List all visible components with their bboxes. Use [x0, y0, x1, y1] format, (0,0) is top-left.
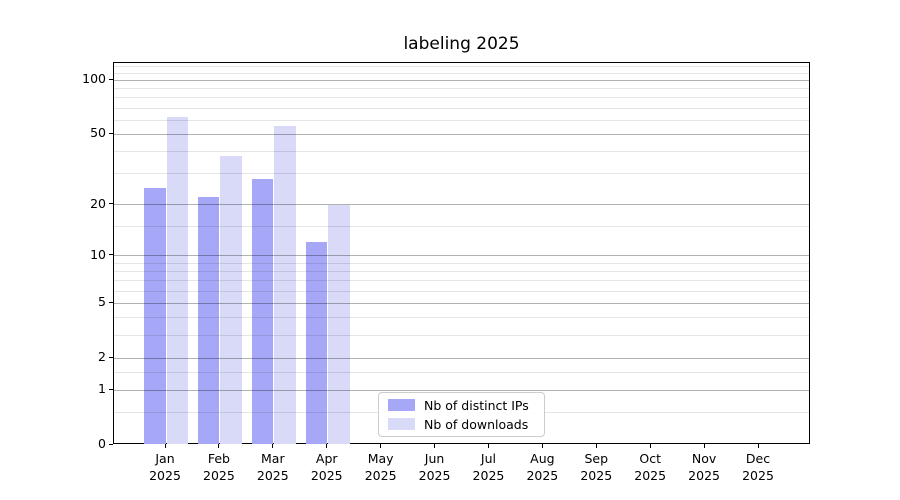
legend-label-downloads: Nb of downloads — [424, 416, 529, 432]
y-tick-mark — [109, 443, 113, 445]
x-tick-label: Feb 2025 — [187, 450, 251, 484]
y-tick-mark — [109, 78, 113, 80]
x-tick-year: 2025 — [418, 468, 451, 483]
legend-swatch-distinct-ips — [388, 399, 415, 411]
y-tick-label: 100 — [82, 71, 106, 87]
y-tick-mark — [109, 356, 113, 358]
x-tick-year: 2025 — [634, 468, 667, 483]
gridline-minor — [114, 151, 809, 153]
gridline-minor — [114, 72, 809, 74]
x-tick-mark — [164, 444, 166, 448]
bar-downloads — [328, 204, 350, 444]
gridline-major — [114, 79, 809, 81]
x-tick-month: Mar — [261, 451, 285, 466]
x-tick-month: Feb — [207, 451, 230, 466]
bar-distinct-ips — [251, 179, 274, 444]
x-tick-month: Jul — [480, 451, 496, 466]
x-tick-month: Dec — [745, 451, 771, 466]
y-tick-label: 1 — [98, 381, 106, 397]
x-tick-mark — [326, 444, 328, 448]
x-tick-month: Nov — [691, 451, 717, 466]
bar-downloads — [220, 155, 242, 444]
x-tick-label: Nov 2025 — [672, 450, 736, 484]
bar-downloads — [274, 125, 296, 444]
y-tick-label: 2 — [98, 349, 106, 365]
x-tick-year: 2025 — [472, 468, 505, 483]
y-tick-label: 10 — [90, 246, 106, 262]
chart-title: labeling 2025 — [403, 34, 520, 54]
x-tick-mark — [434, 444, 436, 448]
plot-area — [113, 62, 810, 444]
y-tick-mark — [109, 388, 113, 390]
x-tick-month: Sep — [584, 451, 609, 466]
x-tick-label: Jul 2025 — [456, 450, 520, 484]
x-tick-mark — [218, 444, 220, 448]
gridline-minor — [114, 107, 809, 109]
x-tick-label: Sep 2025 — [564, 450, 628, 484]
gridline-minor — [114, 119, 809, 121]
x-tick-mark — [757, 444, 759, 448]
x-tick-year: 2025 — [256, 468, 289, 483]
x-tick-label: Jun 2025 — [403, 450, 467, 484]
bar-downloads — [166, 116, 188, 444]
legend-label-distinct-ips: Nb of distinct IPs — [424, 397, 529, 413]
x-tick-month: Aug — [530, 451, 555, 466]
x-tick-mark — [703, 444, 705, 448]
bar-distinct-ips — [144, 187, 166, 444]
y-tick-label: 0 — [98, 436, 106, 451]
legend: Nb of distinct IPs Nb of downloads — [378, 392, 545, 437]
gridline-major — [114, 133, 809, 135]
x-tick-mark — [649, 444, 651, 448]
gridline-minor — [114, 88, 809, 90]
x-tick-month: Oct — [639, 451, 661, 466]
x-tick-year: 2025 — [203, 468, 235, 483]
x-tick-mark — [487, 444, 489, 448]
x-tick-month: Apr — [315, 451, 338, 466]
y-tick-mark — [109, 301, 113, 303]
legend-item-downloads: Nb of downloads — [388, 417, 544, 432]
x-tick-month: May — [367, 451, 394, 466]
bar-distinct-ips — [305, 242, 328, 444]
gridline-minor — [114, 97, 809, 99]
x-tick-year: 2025 — [149, 468, 181, 483]
y-tick-mark — [109, 254, 113, 256]
x-tick-label: May 2025 — [349, 450, 413, 484]
x-tick-month: Jun — [424, 451, 445, 466]
x-tick-year: 2025 — [364, 468, 397, 483]
gridline-minor — [114, 65, 809, 67]
legend-swatch-downloads — [388, 418, 415, 430]
x-tick-label: Jan 2025 — [133, 450, 197, 484]
y-tick-label: 5 — [98, 294, 106, 310]
y-tick-label: 50 — [90, 125, 106, 141]
x-tick-mark — [272, 444, 274, 448]
x-tick-month: Jan — [155, 451, 175, 466]
gridline-minor — [114, 173, 809, 175]
y-tick-mark — [109, 203, 113, 205]
x-tick-year: 2025 — [526, 468, 559, 483]
x-tick-label: Aug 2025 — [510, 450, 574, 484]
x-tick-label: Apr 2025 — [295, 450, 359, 484]
legend-item-distinct-ips: Nb of distinct IPs — [388, 398, 544, 413]
x-tick-label: Dec 2025 — [726, 450, 790, 484]
x-tick-mark — [595, 444, 597, 448]
x-tick-year: 2025 — [310, 468, 343, 483]
y-tick-label: 20 — [90, 195, 106, 211]
x-tick-mark — [380, 444, 382, 448]
x-tick-label: Oct 2025 — [618, 450, 682, 484]
x-tick-label: Mar 2025 — [241, 450, 305, 484]
x-tick-year: 2025 — [580, 468, 613, 483]
x-tick-mark — [541, 444, 543, 448]
y-tick-mark — [109, 132, 113, 134]
x-tick-year: 2025 — [688, 468, 720, 483]
x-tick-year: 2025 — [742, 468, 774, 483]
bar-distinct-ips — [197, 197, 220, 444]
